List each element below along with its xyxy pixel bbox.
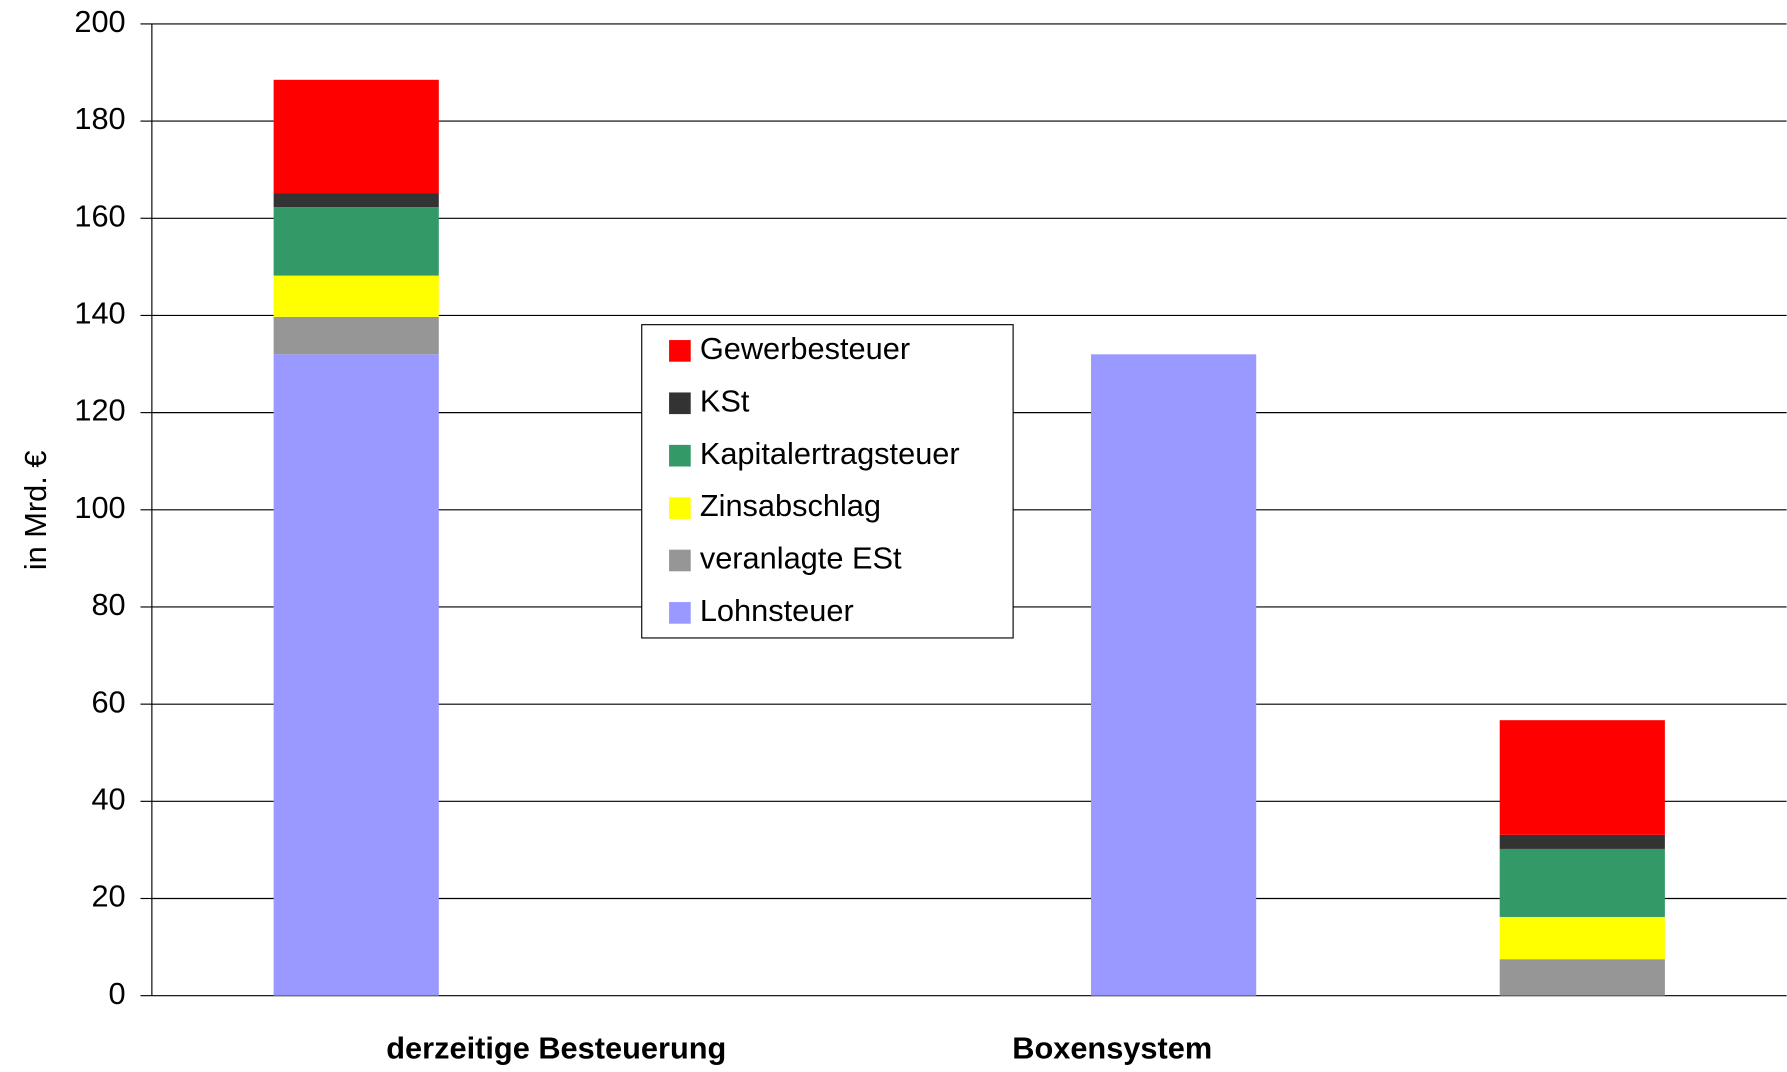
bar-segment [1499, 916, 1665, 960]
bar-segment [1499, 848, 1665, 917]
y-tick-label: 180 [74, 101, 125, 136]
bar-segment [273, 207, 439, 276]
legend-label: Kapitalertragsteuer [700, 436, 960, 471]
legend-swatch [669, 497, 691, 519]
legend-label: Zinsabschlag [700, 488, 881, 523]
bar-segment [273, 193, 439, 208]
bar-segment [1499, 720, 1665, 835]
y-tick-label: 200 [74, 4, 125, 39]
legend-label: Lohnsteuer [700, 593, 854, 628]
legend-swatch [669, 340, 691, 362]
y-tick-label: 40 [91, 781, 125, 816]
legend-box [641, 324, 1014, 639]
legend-swatch [669, 392, 691, 415]
legend: Gewerbesteuer KSt Kapitalertragsteuer Zinsa… [641, 324, 1014, 639]
x-tick-label: Boxensystem [1012, 1030, 1212, 1065]
bar-segment [273, 79, 439, 194]
legend-swatch [669, 602, 691, 624]
y-tick-label: 0 [109, 976, 126, 1011]
y-tick-label: 160 [74, 198, 125, 233]
bar-segment [273, 354, 439, 996]
y-tick-label: 100 [74, 490, 125, 525]
y-tick-label: 140 [74, 296, 125, 331]
y-tick-label: 120 [74, 393, 125, 428]
y-tick-label: 60 [91, 684, 125, 719]
legend-swatch [669, 444, 691, 467]
bar-segment [1091, 354, 1257, 996]
bar-segment [273, 275, 439, 317]
legend-swatch [669, 549, 691, 572]
bar-segment [1499, 834, 1665, 849]
y-axis-title: in Mrd. € [18, 451, 53, 571]
y-tick-label: 20 [91, 879, 125, 914]
legend-label: Gewerbesteuer [700, 331, 910, 366]
x-tick-label: derzeitige Besteuerung [386, 1030, 726, 1065]
bar-segment [273, 316, 439, 355]
legend-label: veranlagte ESt [700, 541, 902, 576]
bar-segment [1499, 959, 1665, 996]
legend-label: KSt [700, 383, 750, 418]
y-tick-label: 80 [91, 587, 125, 622]
